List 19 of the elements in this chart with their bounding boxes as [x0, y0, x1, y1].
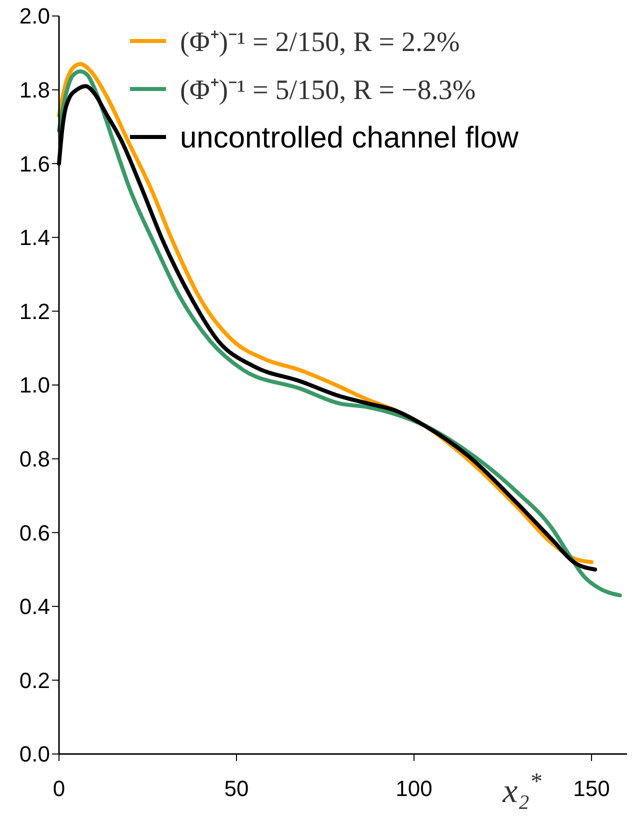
- y-tick-label: 1.6: [19, 151, 50, 176]
- legend-label: (Φ⁺)⁻¹ = 2/150, R = 2.2%: [180, 26, 460, 58]
- x-tick-label: 100: [396, 776, 432, 801]
- y-tick-label: 0.4: [19, 594, 50, 620]
- y-tick-label: 1.4: [19, 225, 50, 250]
- x-axis-title: x₂$^{*}$: [502, 769, 542, 810]
- legend-label: (Φ⁺)⁻¹ = 5/150, R = −8.3%: [180, 74, 476, 106]
- y-tick-label: 0.0: [19, 742, 50, 767]
- y-tick-label: 0.6: [19, 520, 50, 546]
- y-tick-label: 0.2: [19, 668, 50, 693]
- y-tick-label: 2.0: [19, 4, 50, 29]
- x-tick-label: 150: [573, 776, 610, 801]
- y-tick-label: 1.2: [19, 298, 50, 324]
- y-tick-label: 0.8: [19, 446, 50, 472]
- y-tick-label: 1.0: [19, 372, 50, 398]
- legend-label: uncontrolled channel flow: [180, 122, 519, 154]
- x-tick-label: 50: [224, 776, 249, 801]
- x-tick-label: 0: [52, 776, 66, 801]
- y-tick-label: 1.8: [19, 78, 50, 102]
